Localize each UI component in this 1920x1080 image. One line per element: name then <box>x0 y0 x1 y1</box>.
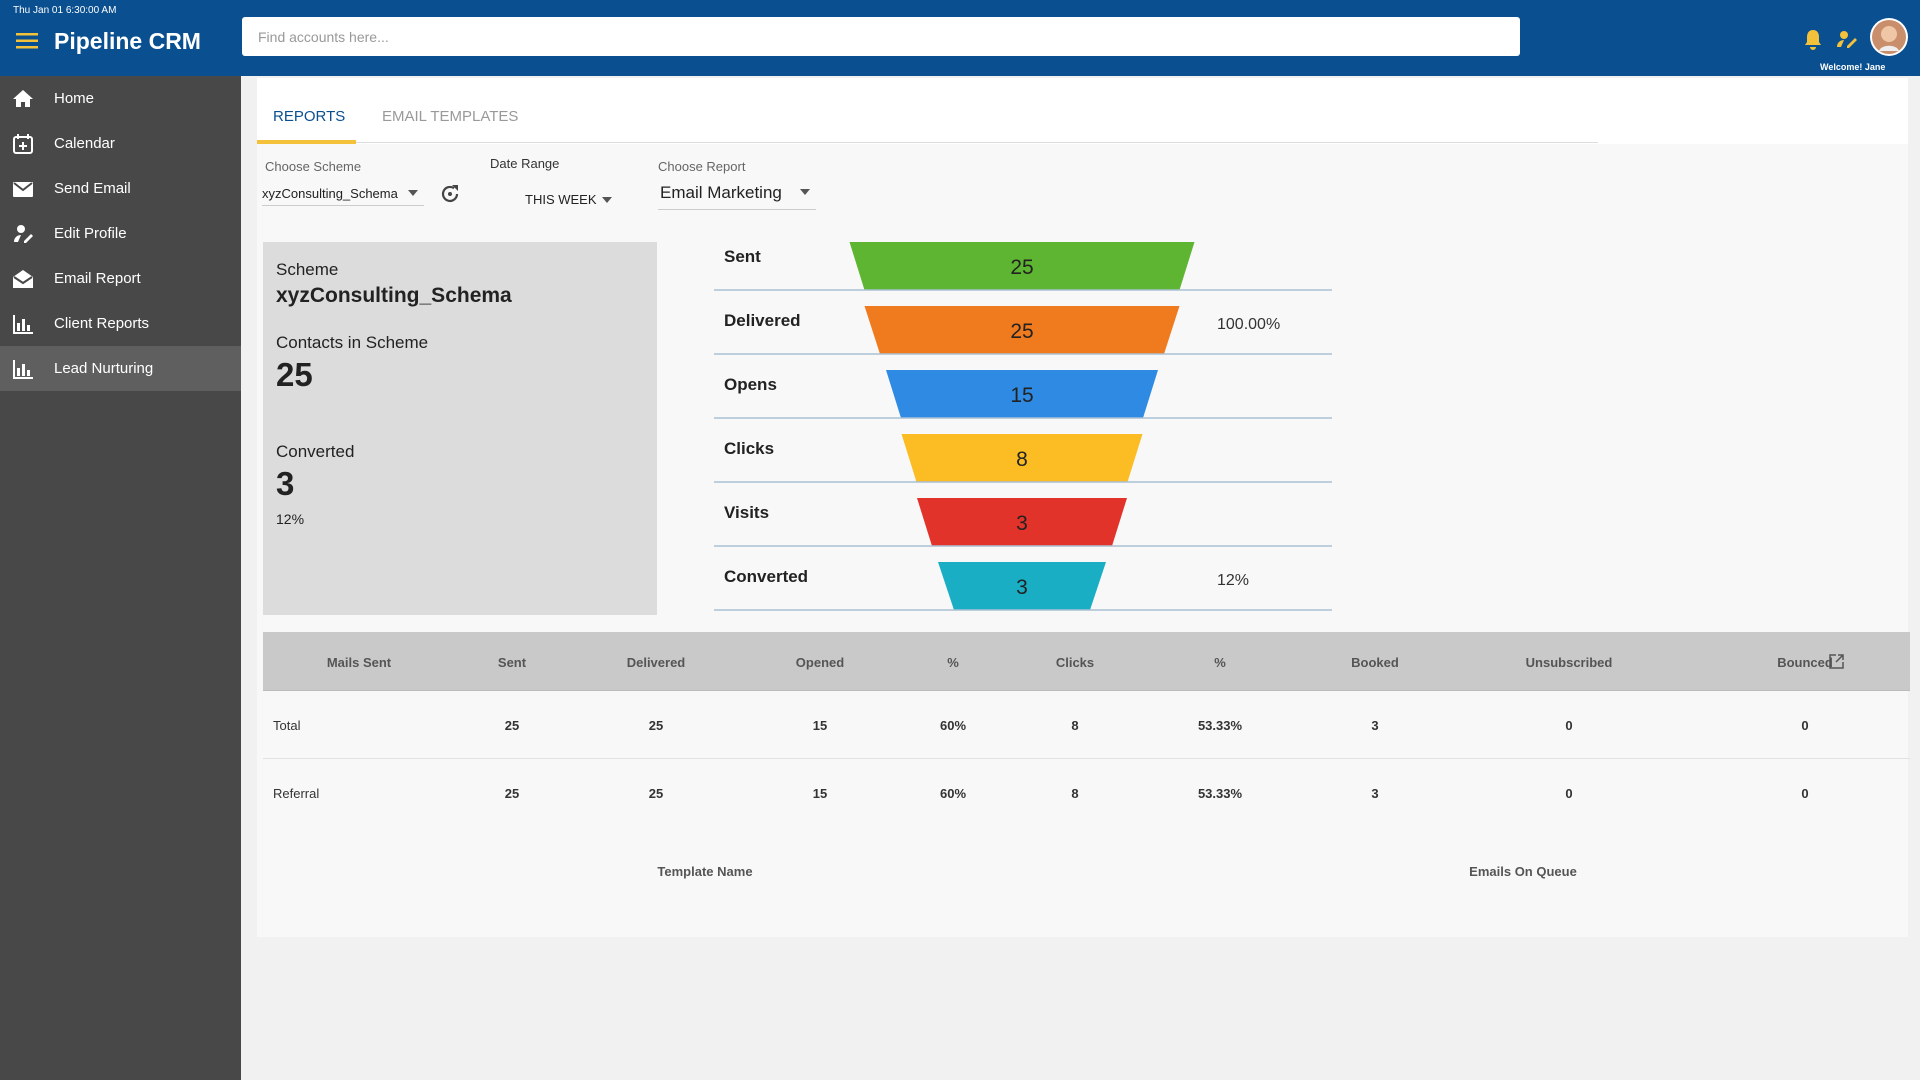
stage-label: Converted <box>724 567 808 586</box>
nav-icon <box>12 178 34 200</box>
table-cell: 8 <box>995 786 1155 801</box>
nav-icon <box>12 268 34 290</box>
table-cell: 0 <box>1725 718 1885 733</box>
summary-label: Contacts in Scheme <box>276 333 428 353</box>
export-icon[interactable] <box>1829 654 1844 669</box>
tab-email-templates[interactable]: EMAIL TEMPLATES <box>382 108 518 125</box>
nav-item[interactable]: Client Reports <box>0 301 241 346</box>
table-cell: 0 <box>1489 786 1649 801</box>
date-select[interactable]: THIS WEEK <box>525 192 597 207</box>
nav-icon <box>12 313 34 335</box>
stage-value: 15 <box>1010 384 1033 407</box>
tab-bar: REPORTS EMAIL TEMPLATES <box>257 78 1908 144</box>
dropdown-arrow <box>602 197 612 203</box>
column-header: Bounced <box>1725 655 1885 670</box>
contacts-count: 25 <box>276 356 313 394</box>
stage-value: 25 <box>1010 256 1033 279</box>
converted-count: 3 <box>276 465 294 503</box>
stage-label: Visits <box>724 503 769 522</box>
nav-icon <box>12 358 34 380</box>
summary-label: Converted <box>276 442 354 462</box>
search-box[interactable]: Find accounts here... <box>242 17 1520 56</box>
filter-label: Choose Scheme <box>265 159 361 174</box>
table-cell: 53.33% <box>1140 718 1300 733</box>
avatar[interactable] <box>1869 17 1909 57</box>
converted-rate: 12% <box>276 511 304 527</box>
app-name: Pipeline CRM <box>54 28 201 55</box>
stage-value: 25 <box>1010 320 1033 343</box>
table-cell: 3 <box>1295 786 1455 801</box>
filter-label: Date Range <box>490 156 559 171</box>
tab-divider <box>257 142 1598 143</box>
column-header: % <box>1140 655 1300 670</box>
scheme-name: xyzConsulting_Schema <box>276 284 512 308</box>
column-header: Mails Sent <box>279 655 439 670</box>
tab-reports[interactable]: REPORTS <box>273 108 345 125</box>
top-bar: Thu Jan 01 6:30:00 AM Pipeline CRM Find … <box>0 0 1920 76</box>
tab-indicator <box>257 140 356 144</box>
nav-item[interactable]: Email Report <box>0 256 241 301</box>
stage-value: 3 <box>1016 512 1028 535</box>
dropdown-arrow <box>800 189 810 195</box>
column-header: Unsubscribed <box>1489 655 1649 670</box>
stage-rate: 100.00% <box>1217 316 1280 333</box>
table-cell: 25 <box>576 718 736 733</box>
nav-item[interactable]: Home <box>0 76 241 121</box>
table-cell: 53.33% <box>1140 786 1300 801</box>
welcome-text: Welcome! Jane <box>1820 62 1885 72</box>
column-header: Clicks <box>995 655 1155 670</box>
filter-label: Choose Report <box>658 159 745 174</box>
column-header: Booked <box>1295 655 1455 670</box>
funnel-chart: Sent 25 Delivered 25 100.00% Opens 15 Clicks 8 Vi… <box>700 236 1340 616</box>
datetime: Thu Jan 01 6:30:00 AM <box>13 5 116 16</box>
table-cell: 0 <box>1489 718 1649 733</box>
column-header: Emails On Queue <box>1443 864 1603 879</box>
stage-label: Delivered <box>724 311 801 330</box>
nav-item[interactable]: Lead Nurturing <box>0 346 241 391</box>
table-cell: 3 <box>1295 718 1455 733</box>
refresh-button[interactable] <box>439 183 461 205</box>
dropdown-arrow <box>408 190 418 196</box>
menu-button[interactable] <box>16 33 38 49</box>
scheme-select[interactable]: xyzConsulting_Schema <box>262 186 424 206</box>
stage-rate: 12% <box>1217 572 1249 589</box>
stage-value: 3 <box>1016 576 1028 599</box>
summary-card: Scheme xyzConsulting_Schema Contacts in … <box>263 242 657 615</box>
summary-label: Scheme <box>276 260 338 280</box>
table-cell: 8 <box>995 718 1155 733</box>
table-cell: 0 <box>1725 786 1885 801</box>
table-cell: 25 <box>576 786 736 801</box>
column-header: Template Name <box>625 864 785 879</box>
nav-item[interactable]: Calendar <box>0 121 241 166</box>
column-header: Sent <box>432 655 592 670</box>
stage-label: Opens <box>724 375 777 394</box>
table-cell: 25 <box>432 718 592 733</box>
nav-item[interactable]: Send Email <box>0 166 241 211</box>
table-cell: Total <box>273 718 433 733</box>
stage-label: Clicks <box>724 439 774 458</box>
stage-label: Sent <box>724 247 761 266</box>
nav-icon <box>12 223 34 245</box>
table-cell: 25 <box>432 786 592 801</box>
nav-icon <box>12 88 34 110</box>
report-select[interactable]: Email Marketing <box>658 183 816 210</box>
nav-icon <box>12 133 34 155</box>
sidebar: HomeCalendarSend EmailEdit ProfileEmail … <box>0 76 241 1080</box>
profile-edit-icon[interactable] <box>1836 29 1858 49</box>
nav-item[interactable]: Edit Profile <box>0 211 241 256</box>
table-cell: Referral <box>273 786 433 801</box>
row-divider <box>263 758 1910 759</box>
notifications-icon[interactable] <box>1803 28 1823 50</box>
stage-value: 8 <box>1016 448 1028 471</box>
column-header: Delivered <box>576 655 736 670</box>
